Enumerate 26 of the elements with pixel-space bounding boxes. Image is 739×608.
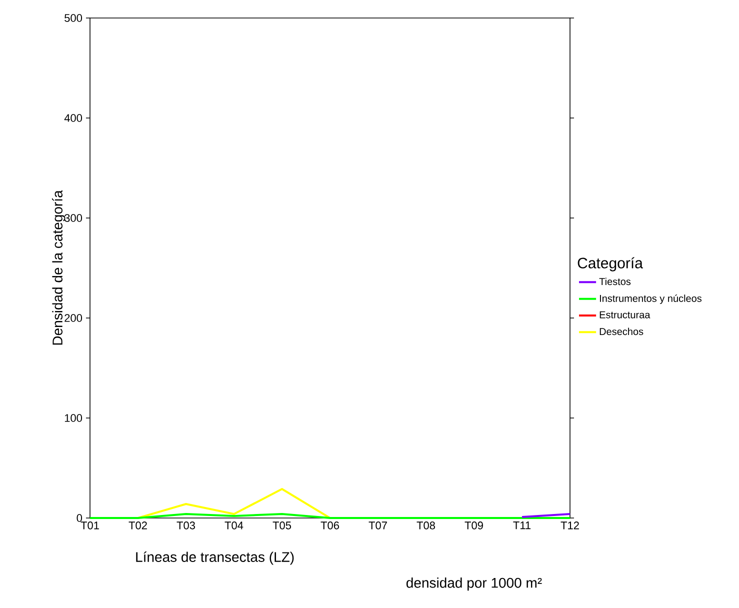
x-tick-label: T07 bbox=[368, 522, 387, 530]
x-tick-label: T06 bbox=[320, 522, 339, 530]
legend-label: Desechos bbox=[600, 328, 644, 336]
x-tick-label: T03 bbox=[176, 522, 195, 530]
x-tick-label: T04 bbox=[224, 522, 244, 530]
x-tick-label: T12 bbox=[560, 522, 579, 530]
y-tick-label: 400 bbox=[64, 114, 82, 122]
x-tick-label: T08 bbox=[416, 522, 435, 530]
x-tick-label: T05 bbox=[272, 522, 292, 530]
y-tick-label: 0 bbox=[76, 514, 82, 522]
y-axis-title: Densidad de la categoría bbox=[52, 190, 66, 345]
legend-label: Instrumentos y núcleos bbox=[600, 294, 702, 304]
x-tick-label: T11 bbox=[513, 522, 531, 530]
legend-title: Categoría bbox=[578, 257, 643, 272]
y-tick-label: 500 bbox=[64, 14, 82, 22]
y-tick-label: 200 bbox=[64, 314, 82, 322]
x-tick-label: T09 bbox=[464, 522, 483, 530]
text: densidad por 1000 m² bbox=[406, 578, 542, 591]
x-tick-label: T02 bbox=[128, 522, 147, 530]
x-axis-title: Líneas de transectas (LZ) bbox=[136, 552, 294, 565]
line-series bbox=[137, 488, 331, 519]
legend-label: Tiestos bbox=[599, 278, 631, 286]
y-tick-label: 100 bbox=[64, 414, 82, 422]
y-tick-label: 300 bbox=[64, 214, 82, 222]
x-tick-label: T01 bbox=[80, 522, 99, 530]
legend-label: Estructuraa bbox=[600, 311, 650, 318]
